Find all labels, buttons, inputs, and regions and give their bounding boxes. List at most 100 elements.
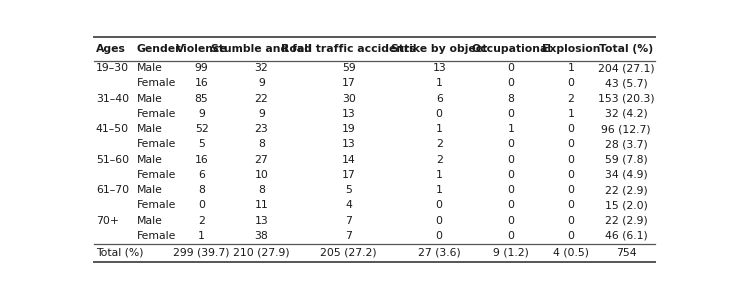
Text: Male: Male bbox=[137, 155, 162, 165]
Text: Occupational: Occupational bbox=[471, 44, 551, 54]
Text: 2: 2 bbox=[436, 139, 443, 149]
Text: 0: 0 bbox=[567, 170, 575, 180]
Text: 22 (2.9): 22 (2.9) bbox=[605, 185, 648, 195]
Text: 59 (7.8): 59 (7.8) bbox=[605, 155, 648, 165]
Text: 31–40: 31–40 bbox=[96, 94, 129, 104]
Text: 16: 16 bbox=[194, 155, 208, 165]
Text: 0: 0 bbox=[567, 200, 575, 210]
Text: 11: 11 bbox=[254, 200, 268, 210]
Text: 210 (27.9): 210 (27.9) bbox=[233, 248, 289, 258]
Text: 85: 85 bbox=[194, 94, 208, 104]
Text: 0: 0 bbox=[507, 185, 515, 195]
Text: 0: 0 bbox=[567, 155, 575, 165]
Text: 9: 9 bbox=[258, 78, 265, 89]
Text: 46 (6.1): 46 (6.1) bbox=[605, 231, 648, 241]
Text: 1: 1 bbox=[508, 124, 515, 134]
Text: 0: 0 bbox=[436, 109, 443, 119]
Text: 59: 59 bbox=[342, 63, 356, 73]
Text: 0: 0 bbox=[567, 78, 575, 89]
Text: 8: 8 bbox=[258, 139, 265, 149]
Text: 0: 0 bbox=[507, 216, 515, 226]
Text: 10: 10 bbox=[254, 170, 268, 180]
Text: 8: 8 bbox=[508, 94, 515, 104]
Text: 17: 17 bbox=[342, 170, 356, 180]
Text: Female: Female bbox=[137, 139, 176, 149]
Text: 51–60: 51–60 bbox=[96, 155, 129, 165]
Text: 5: 5 bbox=[198, 139, 205, 149]
Text: Female: Female bbox=[137, 109, 176, 119]
Text: 0: 0 bbox=[567, 185, 575, 195]
Text: 7: 7 bbox=[345, 216, 352, 226]
Text: 204 (27.1): 204 (27.1) bbox=[598, 63, 654, 73]
Text: 1: 1 bbox=[567, 63, 575, 73]
Text: 38: 38 bbox=[254, 231, 268, 241]
Text: 27: 27 bbox=[254, 155, 268, 165]
Text: Total (%): Total (%) bbox=[599, 44, 654, 54]
Text: 2: 2 bbox=[198, 216, 205, 226]
Text: 8: 8 bbox=[198, 185, 205, 195]
Text: Total (%): Total (%) bbox=[96, 248, 143, 258]
Text: 5: 5 bbox=[345, 185, 352, 195]
Text: 0: 0 bbox=[436, 200, 443, 210]
Text: 0: 0 bbox=[567, 216, 575, 226]
Text: Female: Female bbox=[137, 78, 176, 89]
Text: 1: 1 bbox=[436, 185, 443, 195]
Text: 9 (1.2): 9 (1.2) bbox=[493, 248, 529, 258]
Text: Female: Female bbox=[137, 200, 176, 210]
Text: 6: 6 bbox=[198, 170, 205, 180]
Text: 2: 2 bbox=[567, 94, 575, 104]
Text: 0: 0 bbox=[567, 231, 575, 241]
Text: Male: Male bbox=[137, 63, 162, 73]
Text: 32 (4.2): 32 (4.2) bbox=[605, 109, 648, 119]
Text: Gender: Gender bbox=[137, 44, 181, 54]
Text: 1: 1 bbox=[198, 231, 205, 241]
Text: Road traffic accidents: Road traffic accidents bbox=[281, 44, 416, 54]
Text: Explosion: Explosion bbox=[542, 44, 600, 54]
Text: Strike by object: Strike by object bbox=[391, 44, 488, 54]
Text: 1: 1 bbox=[436, 78, 443, 89]
Text: 9: 9 bbox=[198, 109, 205, 119]
Text: 13: 13 bbox=[342, 139, 356, 149]
Text: 13: 13 bbox=[254, 216, 268, 226]
Text: 17: 17 bbox=[342, 78, 356, 89]
Text: 4 (0.5): 4 (0.5) bbox=[553, 248, 589, 258]
Text: 22: 22 bbox=[254, 94, 268, 104]
Text: Female: Female bbox=[137, 231, 176, 241]
Text: 0: 0 bbox=[507, 63, 515, 73]
Text: Stumble and fall: Stumble and fall bbox=[211, 44, 311, 54]
Text: 1: 1 bbox=[567, 109, 575, 119]
Text: 41–50: 41–50 bbox=[96, 124, 129, 134]
Text: 19: 19 bbox=[342, 124, 356, 134]
Text: 7: 7 bbox=[345, 231, 352, 241]
Text: 9: 9 bbox=[258, 109, 265, 119]
Text: 30: 30 bbox=[342, 94, 356, 104]
Text: 34 (4.9): 34 (4.9) bbox=[605, 170, 648, 180]
Text: 0: 0 bbox=[507, 170, 515, 180]
Text: 4: 4 bbox=[345, 200, 352, 210]
Text: Ages: Ages bbox=[96, 44, 126, 54]
Text: 2: 2 bbox=[436, 155, 443, 165]
Text: 0: 0 bbox=[507, 109, 515, 119]
Text: 0: 0 bbox=[507, 139, 515, 149]
Text: 205 (27.2): 205 (27.2) bbox=[320, 248, 377, 258]
Text: Male: Male bbox=[137, 216, 162, 226]
Text: 6: 6 bbox=[436, 94, 443, 104]
Text: 0: 0 bbox=[507, 78, 515, 89]
Text: 299 (39.7): 299 (39.7) bbox=[173, 248, 230, 258]
Text: 52: 52 bbox=[194, 124, 208, 134]
Text: 15 (2.0): 15 (2.0) bbox=[605, 200, 648, 210]
Text: 0: 0 bbox=[507, 155, 515, 165]
Text: 0: 0 bbox=[567, 124, 575, 134]
Text: Violence: Violence bbox=[175, 44, 227, 54]
Text: 754: 754 bbox=[616, 248, 637, 258]
Text: 8: 8 bbox=[258, 185, 265, 195]
Text: 1: 1 bbox=[436, 124, 443, 134]
Text: Female: Female bbox=[137, 170, 176, 180]
Text: 13: 13 bbox=[432, 63, 446, 73]
Text: Male: Male bbox=[137, 94, 162, 104]
Text: 23: 23 bbox=[254, 124, 268, 134]
Text: 0: 0 bbox=[436, 216, 443, 226]
Text: 70+: 70+ bbox=[96, 216, 119, 226]
Text: 96 (12.7): 96 (12.7) bbox=[602, 124, 651, 134]
Text: 0: 0 bbox=[567, 139, 575, 149]
